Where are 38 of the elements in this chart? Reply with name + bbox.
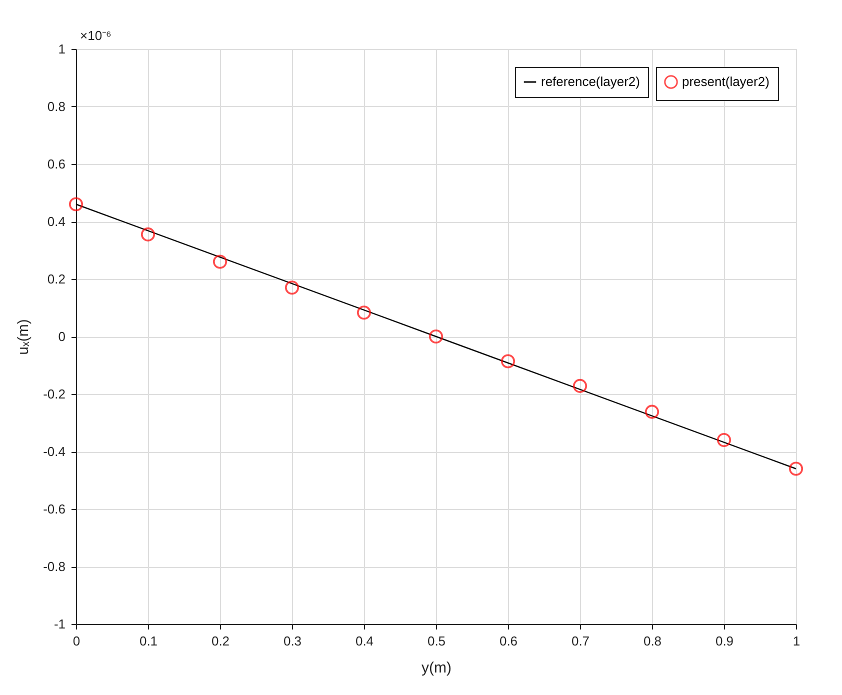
point xyxy=(644,404,660,419)
y-tick-label: 0.2 xyxy=(47,272,66,286)
x-tick-label: 0.1 xyxy=(139,634,158,648)
point xyxy=(500,354,516,368)
point xyxy=(284,280,300,295)
y-axis-title: uₓ(m) xyxy=(15,319,32,355)
x-tick-label: 0.8 xyxy=(643,634,662,648)
x-tick-label: 0 xyxy=(72,634,80,648)
y-tick-label: -0.2 xyxy=(43,386,66,402)
point xyxy=(140,227,156,242)
point xyxy=(212,254,228,269)
y-tick-label: 0.8 xyxy=(47,99,66,114)
x-tick-label: 0.9 xyxy=(715,634,734,648)
y-tick-label: 0.6 xyxy=(47,156,66,172)
point xyxy=(356,306,372,320)
text: ×10⁻⁶ xyxy=(80,28,112,43)
x-tick-label: 1 xyxy=(792,634,800,648)
legend-label: reference(layer2) xyxy=(541,74,640,89)
x-tick-label: 0.5 xyxy=(427,634,446,648)
x-tick-label: 0.4 xyxy=(355,634,374,648)
x-tick-label: 0.3 xyxy=(283,634,302,648)
x-tick-label: 0.2 xyxy=(211,634,230,648)
y-tick-label: 1 xyxy=(58,42,66,56)
point xyxy=(68,197,84,212)
point xyxy=(716,432,732,448)
x-tick-label: 0.6 xyxy=(499,634,518,648)
y-tick-label: -0.8 xyxy=(43,559,66,574)
x-tick-label: 0.7 xyxy=(571,634,590,648)
y-tick-label: -0.4 xyxy=(43,444,66,459)
y-tick-label: -1 xyxy=(54,616,66,632)
point xyxy=(572,378,588,393)
y-tick-label: -0.6 xyxy=(43,502,66,516)
y-tick-label: 0 xyxy=(58,329,66,344)
x-axis-title: y(m) xyxy=(422,660,452,676)
point xyxy=(428,329,444,344)
legend-label: present(layer2) xyxy=(682,74,770,89)
point xyxy=(788,462,804,476)
y-tick-label: 0.4 xyxy=(47,214,66,229)
